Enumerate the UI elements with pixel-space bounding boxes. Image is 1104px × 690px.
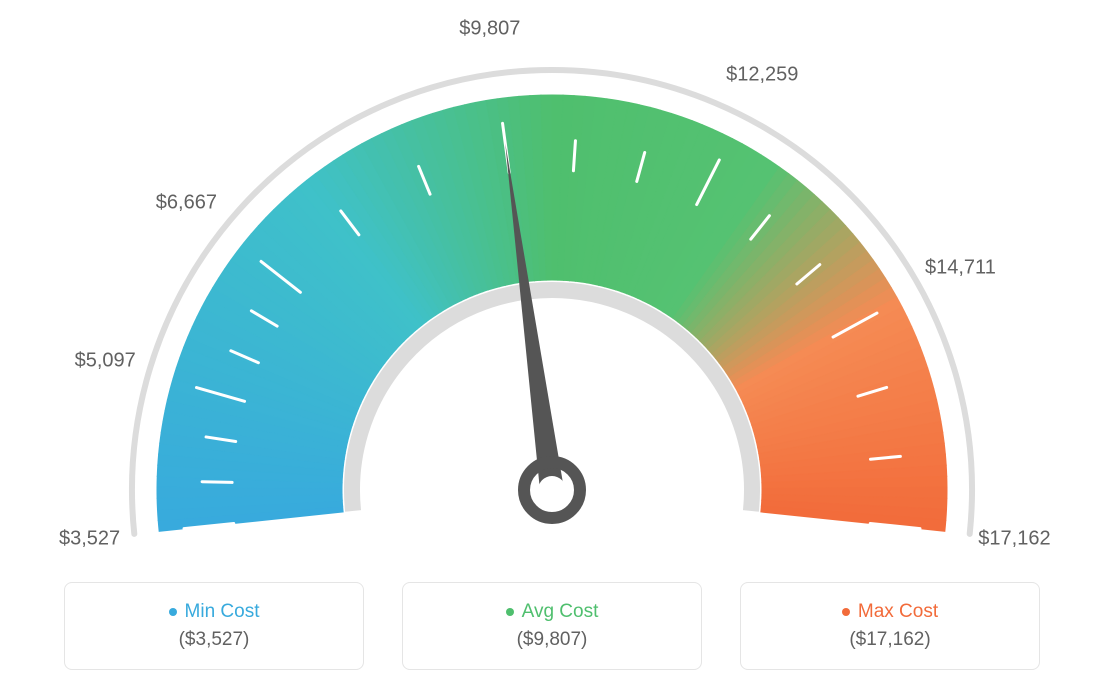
scale-label: $9,807 (459, 18, 520, 41)
legend-title-row: Avg Cost (506, 601, 599, 623)
scale-label: $12,259 (726, 64, 798, 87)
legend-card-avg: Avg Cost ($9,807) (402, 582, 702, 670)
scale-label: $5,097 (75, 350, 136, 373)
legend-title-row: Min Cost (169, 601, 260, 623)
legend-card-max: Max Cost ($17,162) (740, 582, 1040, 670)
gauge-chart: $3,527$5,097$6,667$9,807$12,259$14,711$1… (0, 0, 1104, 540)
scale-label: $6,667 (156, 191, 217, 214)
legend-value-avg: ($9,807) (517, 629, 588, 651)
scale-label: $17,162 (978, 527, 1050, 550)
legend-title-min: Min Cost (185, 601, 260, 623)
legend-card-min: Min Cost ($3,527) (64, 582, 364, 670)
scale-label: $3,527 (59, 527, 120, 550)
legend-title-max: Max Cost (858, 601, 938, 623)
bullet-max (842, 608, 850, 616)
bullet-avg (506, 608, 514, 616)
legend-row: Min Cost ($3,527) Avg Cost ($9,807) Max … (0, 582, 1104, 670)
bullet-min (169, 608, 177, 616)
legend-value-min: ($3,527) (179, 629, 250, 651)
legend-value-max: ($17,162) (849, 629, 930, 651)
scale-label: $14,711 (925, 256, 996, 279)
legend-title-avg: Avg Cost (522, 601, 599, 623)
legend-title-row: Max Cost (842, 601, 938, 623)
